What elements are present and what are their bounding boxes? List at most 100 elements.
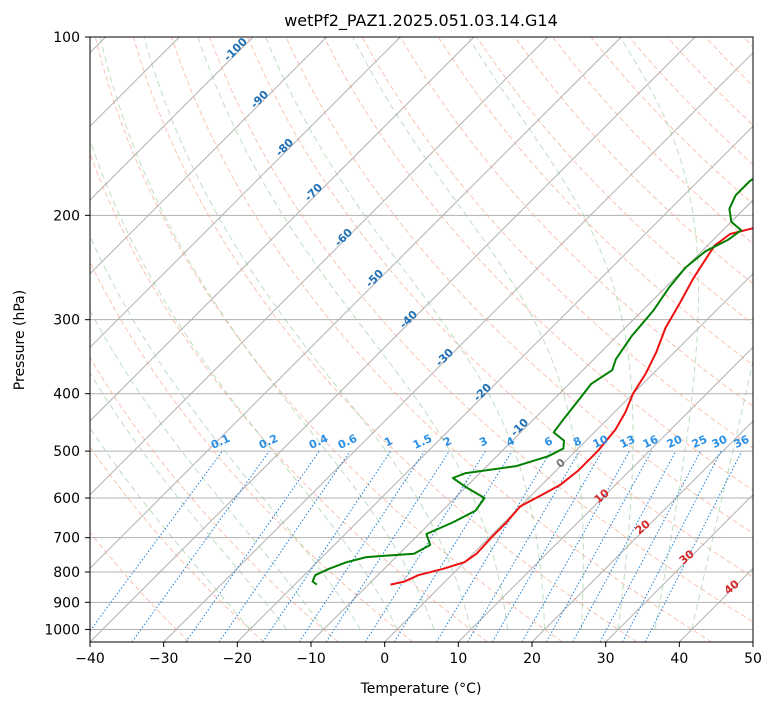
mixing-ratio-label: 25	[690, 433, 709, 451]
dry-adiabat-label: -50	[363, 267, 386, 290]
moist-adiabat	[90, 138, 398, 630]
y-tick-label: 1000	[44, 622, 80, 638]
y-axis-label: Pressure (hPa)	[12, 290, 28, 390]
isotherm-gridline	[90, 37, 254, 201]
isotherm-gridline	[90, 37, 401, 349]
moist-adiabat	[467, 37, 634, 630]
dry-adiabat-label: -80	[273, 136, 296, 159]
x-tick-label: 10	[449, 651, 467, 667]
dry-adiabat-label: -90	[248, 88, 271, 111]
mixing-ratio-label: 3	[477, 434, 489, 449]
isotherm-gridline	[90, 37, 328, 275]
dry-adiabat	[437, 37, 753, 366]
dry-adiabat	[743, 37, 753, 48]
isotherm-gridline	[90, 37, 622, 570]
isotherm-gridline	[384, 272, 753, 642]
moist-adiabat	[90, 371, 288, 630]
moist-adiabat	[619, 37, 699, 630]
dry-adiabat-label: -40	[397, 308, 420, 331]
isotherm-gridline	[236, 125, 753, 642]
dewpoint-profile-line	[311, 177, 753, 586]
mixing-ratio-line	[644, 450, 743, 642]
mixing-ratio-line	[545, 450, 653, 642]
mixing-ratio-line	[393, 450, 513, 642]
moist-adiabat-label: 30	[677, 547, 697, 567]
mixing-ratio-label: 0.4	[307, 432, 330, 452]
moist-adiabat-label: 20	[633, 517, 653, 537]
moist-adiabat	[90, 309, 324, 630]
y-tick-label: 700	[53, 531, 80, 547]
dry-adiabat	[361, 37, 753, 449]
dry-adiabat	[90, 356, 339, 642]
x-tick-label: −20	[223, 651, 253, 667]
isotherm-gridline	[605, 493, 753, 642]
moist-adiabat	[143, 37, 472, 630]
plot-frame	[89, 36, 754, 643]
mixing-ratio-line	[131, 450, 270, 642]
dry-adiabat-label: -70	[302, 181, 325, 204]
dry-adiabat	[132, 37, 638, 642]
dry-adiabat	[285, 37, 753, 535]
dry-adiabat	[90, 260, 414, 642]
y-tick-label: 500	[53, 444, 80, 460]
isotherm-gridline	[90, 37, 549, 496]
mixing-ratio-label: 1	[382, 434, 394, 449]
y-tick-label: 900	[53, 595, 80, 611]
mixing-ratio-label: 0.6	[336, 432, 359, 452]
chart-title: wetPf2_PAZ1.2025.051.03.14.G14	[284, 11, 558, 31]
dry-adiabat	[94, 37, 563, 642]
dry-adiabat	[552, 37, 753, 245]
moist-adiabat	[90, 427, 251, 630]
dry-adiabat-label: -30	[433, 346, 456, 369]
x-tick-label: 20	[523, 651, 541, 667]
moist-adiabat-label: 0	[554, 456, 568, 471]
mixing-ratio-line	[435, 450, 552, 642]
y-tick-label: 400	[53, 387, 80, 403]
moist-adiabat	[691, 358, 753, 630]
isotherm-gridline	[678, 567, 753, 642]
mixing-ratio-label: 2	[441, 434, 453, 449]
isotherm-gridline	[163, 51, 753, 642]
isotherm-gridline	[531, 420, 753, 642]
mixing-ratio-line	[185, 450, 320, 642]
isotherm-gridline	[90, 37, 696, 642]
dry-adiabat	[323, 37, 753, 491]
dry-adiabat	[704, 37, 753, 87]
dry-adiabat-label: -100	[221, 35, 250, 64]
moist-adiabat	[265, 37, 546, 630]
dry-adiabat	[90, 152, 488, 642]
mixing-ratio-line	[325, 450, 450, 642]
moist-adiabat	[352, 37, 584, 630]
moist-adiabat-label: 40	[722, 577, 742, 597]
mixing-ratio-label: 36	[732, 433, 752, 451]
dry-adiabat	[209, 37, 753, 623]
temperature-profile-line	[390, 227, 753, 586]
y-tick-label: 800	[53, 565, 80, 581]
mixing-ratio-label: 6	[542, 434, 555, 449]
mixing-ratio-label: 0.2	[257, 432, 280, 452]
x-tick-label: −10	[296, 651, 326, 667]
moist-adiabat	[90, 235, 361, 630]
y-tick-label: 600	[53, 491, 80, 507]
mixing-ratio-line	[262, 450, 392, 642]
mixing-ratio-line	[599, 450, 701, 642]
dry-adiabat-label: -20	[471, 381, 494, 404]
mixing-ratio-label: 30	[710, 433, 730, 451]
isotherm-gridline	[90, 37, 475, 422]
dry-adiabat	[90, 446, 264, 642]
mixing-ratio-line	[621, 450, 722, 642]
y-tick-label: 300	[53, 313, 80, 329]
x-tick-label: 50	[744, 651, 762, 667]
isotherm-gridline	[457, 346, 753, 642]
mixing-ratio-label: 13	[618, 433, 637, 451]
mixing-ratio-line	[90, 450, 223, 632]
mixing-ratio-label: 16	[641, 433, 661, 451]
dry-adiabat	[399, 37, 753, 407]
isotherm-gridline	[752, 641, 753, 642]
mixing-ratio-line	[572, 450, 677, 642]
x-tick-label: 0	[380, 651, 389, 667]
moist-adiabat	[99, 37, 435, 630]
x-axis-label: Temperature (°C)	[360, 681, 482, 697]
